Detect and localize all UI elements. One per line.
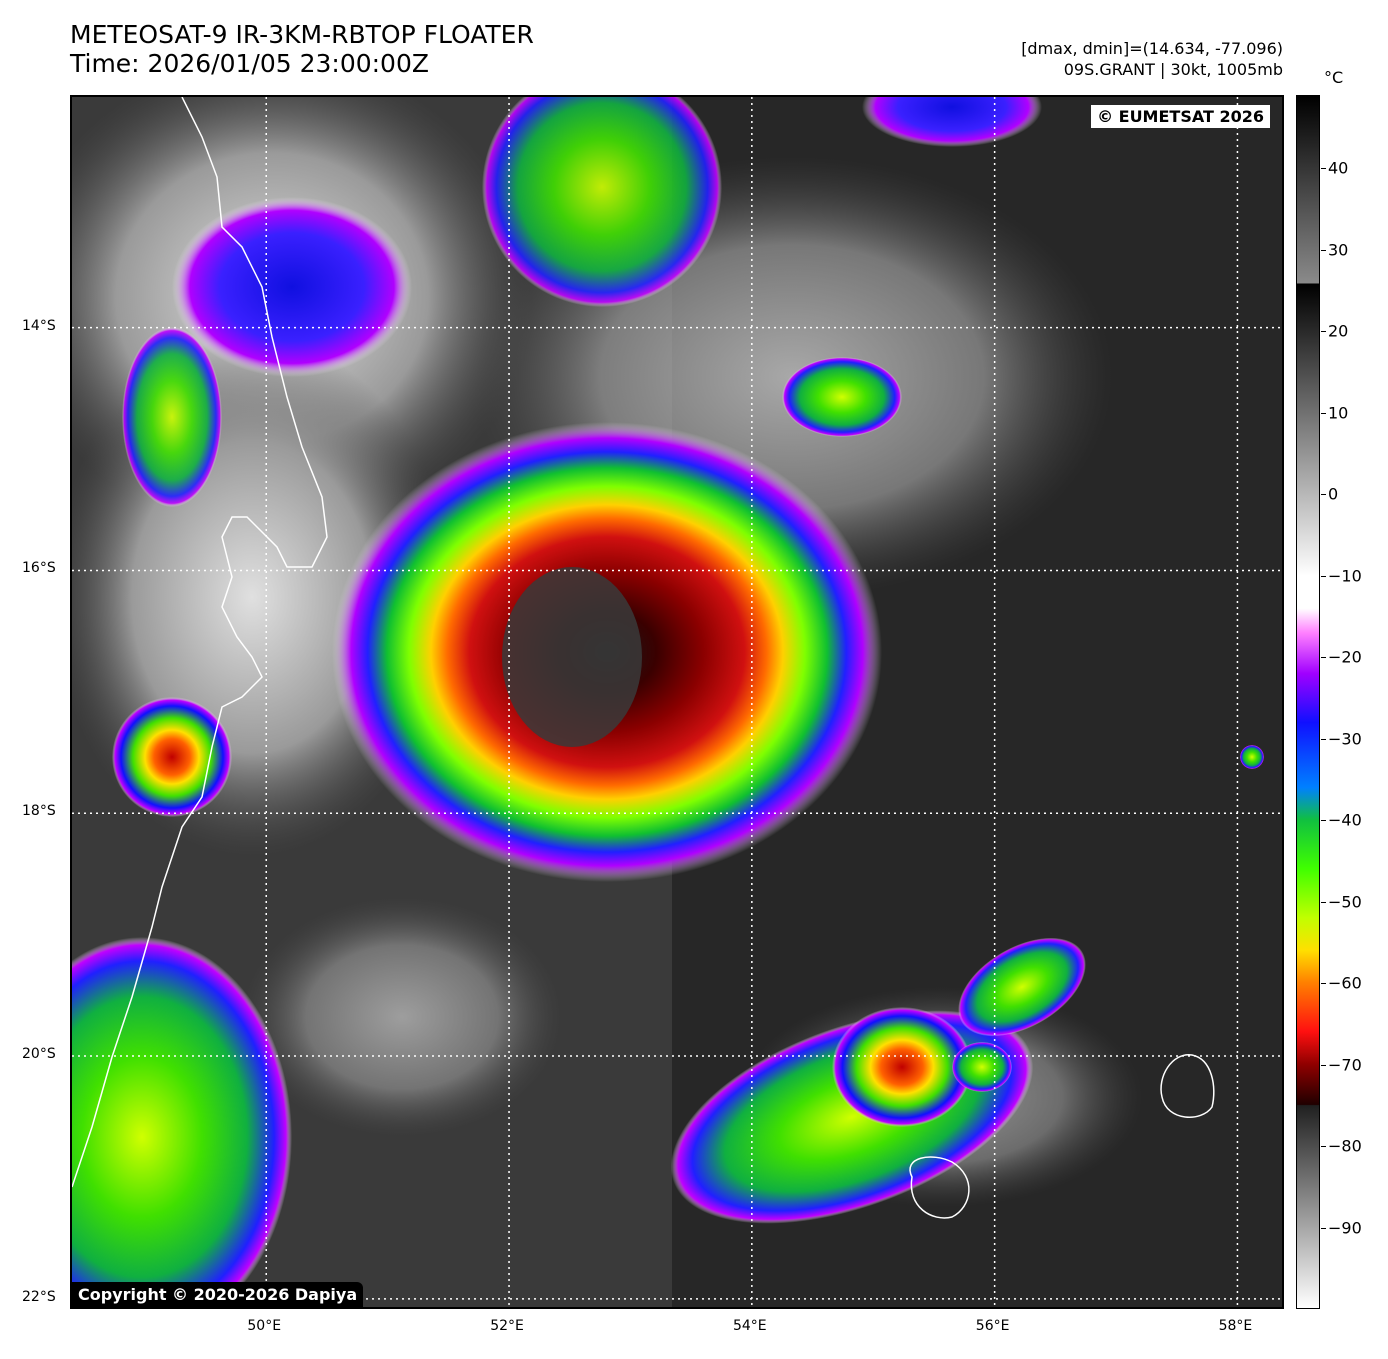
cell-east-small (952, 1042, 1012, 1092)
cell-west-hot (112, 697, 232, 817)
graticule (72, 97, 1282, 1307)
satellite-imagery (72, 97, 1282, 1307)
colorbar-tick-label: −60 (1328, 973, 1362, 993)
chart-title: METEOSAT-9 IR-3KM-RBTOP FLOATER Time: 20… (70, 20, 534, 78)
reunion-island-outline (909, 1156, 970, 1219)
info-dmax-dmin: [dmax, dmin]=(14.634, -77.096) (1021, 39, 1283, 58)
colorbar-tick-mark (1321, 901, 1326, 903)
colorbar (1296, 95, 1320, 1309)
colorbar-tick-label: −90 (1328, 1218, 1362, 1238)
cyclone-overshooting-top (502, 567, 642, 747)
convection-southwest (72, 937, 292, 1307)
colorbar-tick-label: −50 (1328, 892, 1362, 912)
colorbar-tick-label: 10 (1328, 403, 1349, 423)
hot-cell-southeast (832, 1007, 972, 1127)
longitude-label: 56°E (975, 1318, 1010, 1334)
cell-far-east (1240, 745, 1264, 769)
colorbar-tick-mark (1321, 249, 1326, 251)
longitude-label: 54°E (732, 1318, 767, 1334)
colorbar-tick-label: −80 (1328, 1136, 1362, 1156)
colorbar-tick-mark (1321, 1227, 1326, 1229)
colorbar-tick-mark (1321, 494, 1326, 496)
colorbar-tick-label: −10 (1328, 566, 1362, 586)
colorbar-tick-mark (1321, 983, 1326, 985)
cell-west-coast (122, 327, 222, 507)
title-line-satellite: METEOSAT-9 IR-3KM-RBTOP FLOATER (70, 20, 534, 49)
cell-east-band (958, 937, 1086, 1037)
colorbar-tick-label: −30 (1328, 729, 1362, 749)
colorbar-tick-label: 30 (1328, 240, 1349, 260)
madagascar-coastline (72, 97, 328, 1188)
dapiya-copyright-badge: Copyright © 2020-2026 Dapiya (72, 1282, 364, 1307)
colorbar-tick-mark (1321, 168, 1326, 170)
colorbar-tick-label: 20 (1328, 321, 1349, 341)
mauritius-island-outline (1160, 1054, 1215, 1118)
satellite-map: © EUMETSAT 2026 Copyright © 2020-2026 Da… (70, 95, 1284, 1309)
cold-top-northwest (172, 197, 412, 377)
cloud-field-southwest (242, 897, 562, 1137)
longitude-label: 58°E (1218, 1318, 1253, 1334)
colorbar-tick-label: −20 (1328, 647, 1362, 667)
colorbar-tick-label: −40 (1328, 810, 1362, 830)
latitude-label: 14°S (22, 317, 56, 334)
colorbar-tick-mark (1321, 575, 1326, 577)
colorbar-tick-label: 40 (1328, 158, 1349, 178)
storm-info: [dmax, dmin]=(14.634, -77.096) 09S.GRANT… (1021, 38, 1283, 80)
colorbar-tick-mark (1321, 1146, 1326, 1148)
cold-top-north-edge (862, 97, 1042, 147)
latitude-label: 20°S (22, 1046, 56, 1063)
latitude-label: 16°S (22, 560, 56, 577)
colorbar-tick-mark (1321, 738, 1326, 740)
title-line-time: Time: 2026/01/05 23:00:00Z (70, 49, 429, 78)
convection-north (482, 97, 722, 307)
colorbar-unit: °C (1324, 68, 1344, 87)
colorbar-tick-mark (1321, 412, 1326, 414)
colorbar-tick-label: −70 (1328, 1055, 1362, 1075)
colorbar-tick-mark (1321, 1064, 1326, 1066)
eumetsat-badge: © EUMETSAT 2026 (1091, 105, 1270, 128)
longitude-label: 50°E (247, 1318, 282, 1334)
colorbar-tick-mark (1321, 657, 1326, 659)
latitude-label: 18°S (22, 803, 56, 820)
info-storm: 09S.GRANT | 30kt, 1005mb (1063, 60, 1283, 79)
colorbar-tick-mark (1321, 820, 1326, 822)
longitude-label: 52°E (490, 1318, 524, 1334)
small-cell-north (782, 357, 902, 437)
colorbar-tick-label: 0 (1328, 484, 1339, 504)
colorbar-tick-mark (1321, 331, 1326, 333)
latitude-label: 22°S (22, 1288, 56, 1305)
